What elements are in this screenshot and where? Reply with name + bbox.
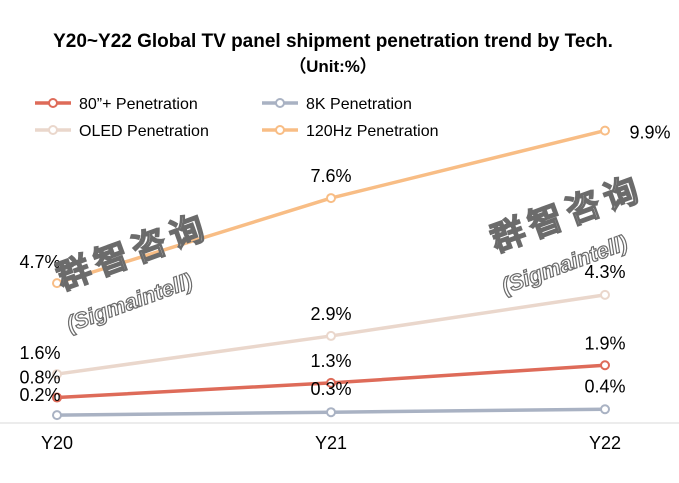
legend-label-8k: 8K Penetration — [306, 96, 412, 113]
x-tick-label-y21: Y21 — [315, 433, 347, 453]
legend-label-120hz: 120Hz Penetration — [306, 123, 439, 140]
point-120hz-y22 — [600, 125, 610, 136]
point-80-inch-y20 — [52, 392, 62, 403]
chart-title: Y20~Y22 Global TV panel shipment penetra… — [53, 31, 613, 52]
data-label-80-inch-y22: 1.9% — [584, 333, 625, 353]
legend-swatch-marker-8k — [275, 98, 285, 108]
point-8k-y21 — [326, 407, 336, 418]
data-label-120hz-y22: 9.9% — [629, 123, 670, 143]
data-labels: 0.8% 1.3% 1.9% 0.2% 0.3% 0.4% 1.6% 2.9% 4.3% 4.7%… — [19, 123, 670, 406]
legend-label-oled: OLED Penetration — [79, 123, 209, 140]
data-label-80-inch-y21: 1.3% — [310, 351, 351, 371]
x-axis-ticks: Y20 Y21 Y22 — [41, 433, 621, 453]
data-label-oled-y22: 4.3% — [584, 262, 625, 282]
point-oled-y22 — [600, 289, 610, 300]
data-label-oled-y20: 1.6% — [19, 343, 60, 363]
point-120hz-y21 — [326, 193, 336, 204]
point-8k-y20 — [52, 410, 62, 421]
point-8k-y22 — [600, 404, 610, 415]
legend-swatch-marker-oled — [48, 125, 58, 135]
point-oled-y21 — [326, 330, 336, 341]
data-label-80-inch-y20: 0.8% — [19, 368, 60, 388]
data-label-8k-y22: 0.4% — [584, 376, 625, 396]
data-label-120hz-y21: 7.6% — [310, 166, 351, 186]
data-label-oled-y21: 2.9% — [310, 304, 351, 324]
chart-subtitle: （Unit:%） — [289, 56, 377, 76]
legend-swatch-marker-120hz — [275, 125, 285, 135]
legend-label-80-inch: 80”+ Penetration — [79, 96, 198, 113]
legend-item-oled: OLED Penetration — [35, 123, 209, 140]
legend: 80”+ Penetration 8K Penetration OLED Penet… — [35, 96, 439, 140]
legend-item-120hz: 120Hz Penetration — [262, 123, 439, 140]
series-markers — [52, 125, 610, 421]
point-80-inch-y21 — [326, 377, 336, 388]
data-label-120hz-y20: 4.7% — [19, 252, 60, 272]
point-80-inch-y22 — [600, 360, 610, 371]
point-120hz-y20 — [52, 278, 62, 289]
legend-swatch-marker-80-inch — [48, 98, 58, 108]
legend-item-80-inch: 80”+ Penetration — [35, 96, 198, 113]
x-tick-label-y22: Y22 — [589, 433, 621, 453]
data-label-8k-y20: 0.2% — [19, 385, 60, 405]
legend-item-8k: 8K Penetration — [262, 96, 412, 113]
data-label-8k-y21: 0.3% — [310, 379, 351, 399]
point-oled-y20 — [52, 369, 62, 380]
x-tick-label-y20: Y20 — [41, 433, 73, 453]
